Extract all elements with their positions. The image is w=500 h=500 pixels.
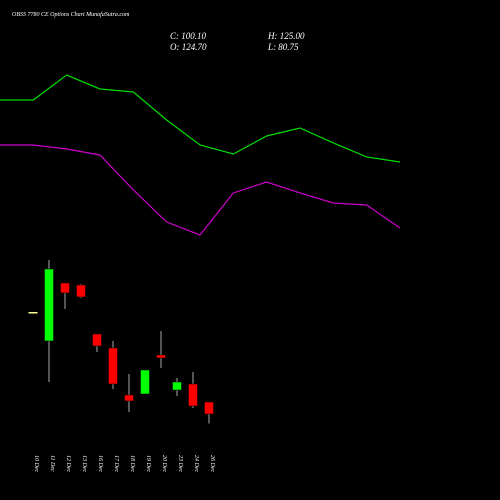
x-tick-label: 12 Dec	[65, 455, 71, 472]
candle-body	[204, 401, 214, 415]
candle-body	[140, 369, 150, 395]
x-tick-label: 20 Dec	[161, 455, 167, 472]
open-label: O: 124.70	[170, 42, 207, 52]
close-label: C: 100.10	[170, 31, 207, 41]
x-tick-label: 19 Dec	[145, 455, 151, 472]
x-tick-label: 16 Dec	[97, 455, 103, 472]
candle-body	[156, 354, 166, 359]
x-tick-label: 18 Dec	[129, 455, 135, 472]
low-label: L: 80.75	[267, 42, 299, 52]
line-series	[0, 144, 401, 236]
candle-body	[172, 381, 182, 391]
candle-body	[44, 268, 54, 342]
candle-body	[108, 347, 118, 385]
x-tick-label: 23 Dec	[177, 455, 183, 472]
candle-body	[60, 282, 70, 294]
candle-body	[188, 383, 198, 407]
x-tick-label: 10 Dec	[33, 455, 39, 472]
candle-body	[124, 394, 134, 402]
x-tick-label: 24 Dec	[193, 455, 200, 472]
high-label: H: 125.00	[267, 31, 305, 41]
chart-title: OBSS 7780 CE Options Chart MunafaSutra.c…	[12, 11, 130, 18]
candle-body	[92, 333, 102, 347]
candle-body	[28, 312, 38, 314]
line-series	[0, 74, 401, 163]
candle-body	[76, 284, 86, 298]
x-tick-label: 26 Dec	[209, 455, 215, 472]
x-tick-label: 17 Dec	[113, 455, 119, 472]
x-tick-label: 13 Dec	[81, 455, 87, 472]
x-tick-label: 11 Dec	[49, 455, 55, 472]
